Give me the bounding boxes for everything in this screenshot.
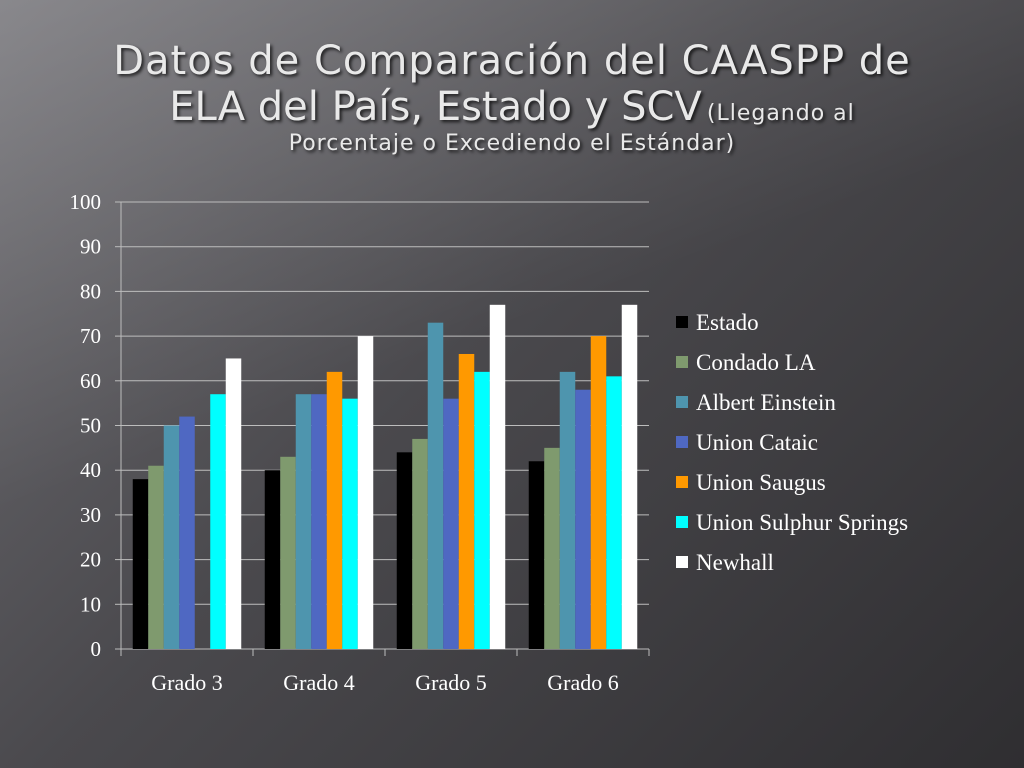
bar [544, 447, 560, 649]
legend-label: Albert Einstein [696, 390, 836, 415]
bar [621, 304, 638, 649]
legend-swatch [676, 316, 688, 328]
bar [458, 353, 475, 649]
bar [357, 336, 374, 649]
y-tick-label: 50 [80, 414, 101, 438]
bar [427, 322, 444, 649]
x-tick-label: Grado 3 [151, 670, 222, 695]
y-tick-label: 100 [70, 190, 102, 214]
y-tick-label: 30 [80, 503, 101, 527]
legend-swatch [676, 556, 688, 568]
x-tick-label: Grado 5 [415, 670, 486, 695]
legend-swatch [676, 476, 688, 488]
bar [295, 394, 312, 649]
y-tick-label: 60 [80, 369, 101, 393]
bar [606, 376, 622, 649]
bar [474, 371, 490, 649]
bar [210, 394, 226, 649]
legend-swatch [676, 356, 688, 368]
bar [590, 336, 607, 649]
legend-label: Union Sulphur Springs [696, 510, 908, 535]
bar [132, 479, 149, 649]
bar [264, 470, 281, 649]
bar [575, 389, 591, 649]
bar [163, 425, 180, 649]
bar [225, 358, 242, 649]
bar [489, 304, 506, 649]
bar [412, 438, 428, 649]
legend-swatch [676, 436, 688, 448]
bar [396, 452, 413, 649]
bar [311, 394, 327, 649]
bar [280, 456, 296, 649]
y-tick-label: 0 [91, 637, 102, 661]
bar [443, 398, 459, 649]
bar [528, 461, 545, 649]
slide-title: Datos de Comparación del CAASPP de ELA d… [40, 38, 984, 158]
y-tick-label: 70 [80, 324, 101, 348]
title-line-2: ELA del País, Estado y SCV [169, 84, 702, 130]
title-line-1: Datos de Comparación del CAASPP de [113, 38, 911, 84]
x-tick-label: Grado 4 [283, 670, 354, 695]
subtitle-part-1: (Llegando al [706, 101, 855, 126]
y-tick-label: 90 [80, 235, 101, 259]
bar [342, 398, 358, 649]
y-tick-label: 80 [80, 279, 101, 303]
legend-label: Union Saugus [696, 470, 826, 495]
subtitle-part-2: Porcentaje o Excediendo el Estándar) [288, 131, 736, 156]
legend-label: Condado LA [696, 350, 816, 375]
bar [148, 465, 164, 649]
bar [326, 371, 343, 649]
bar [559, 371, 576, 649]
bar [179, 416, 195, 649]
y-tick-label: 10 [80, 592, 101, 616]
y-tick-label: 20 [80, 548, 101, 572]
x-tick-label: Grado 6 [547, 670, 618, 695]
legend-label: Union Cataic [696, 430, 818, 455]
legend-swatch [676, 396, 688, 408]
legend-label: Newhall [696, 550, 774, 575]
legend-label: Estado [696, 310, 759, 335]
y-tick-label: 40 [80, 458, 101, 482]
legend-swatch [676, 516, 688, 528]
